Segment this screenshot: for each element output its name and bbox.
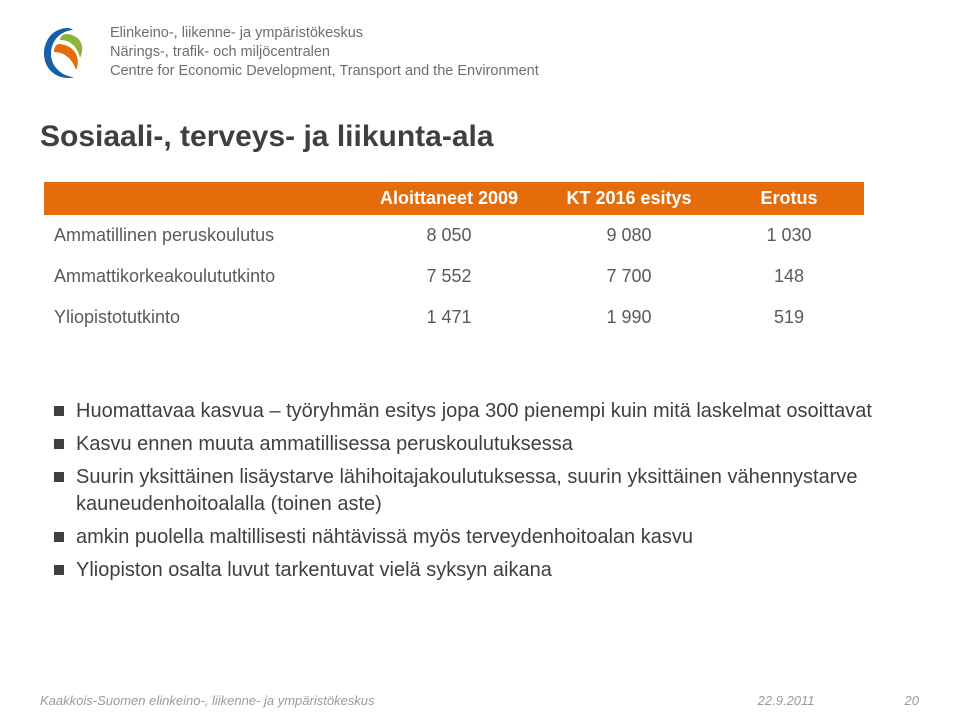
col-kt2016: KT 2016 esitys (544, 182, 714, 215)
bullet-item: Yliopiston osalta luvut tarkentuvat viel… (54, 557, 919, 584)
data-table: Aloittaneet 2009 KT 2016 esitys Erotus A… (44, 182, 864, 338)
footer-date: 22.9.2011 (758, 693, 815, 708)
table-row: Ammattikorkeakoulututkinto 7 552 7 700 1… (44, 256, 864, 297)
cell: 1 471 (354, 297, 544, 338)
org-line-2: Närings-, trafik- och miljöcentralen (110, 43, 539, 61)
cell: 519 (714, 297, 864, 338)
row-label: Ammatillinen peruskoulutus (44, 215, 354, 256)
footer-page: 20 (905, 693, 919, 708)
slide-header: Elinkeino-, liikenne- ja ympäristökeskus… (40, 24, 919, 80)
slide-page: Elinkeino-, liikenne- ja ympäristökeskus… (0, 0, 959, 718)
cell: 7 700 (544, 256, 714, 297)
bullet-item: Kasvu ennen muuta ammatillisessa perusko… (54, 431, 919, 458)
table-row: Yliopistotutkinto 1 471 1 990 519 (44, 297, 864, 338)
org-logo-icon (40, 24, 96, 80)
table-row: Ammatillinen peruskoulutus 8 050 9 080 1… (44, 215, 864, 256)
bullet-item: amkin puolella maltillisesti nähtävissä … (54, 524, 919, 551)
cell: 8 050 (354, 215, 544, 256)
cell: 1 990 (544, 297, 714, 338)
row-label: Yliopistotutkinto (44, 297, 354, 338)
bullet-item: Suurin yksittäinen lisäystarve lähihoita… (54, 464, 919, 518)
col-erotus: Erotus (714, 182, 864, 215)
cell: 1 030 (714, 215, 864, 256)
row-label: Ammattikorkeakoulututkinto (44, 256, 354, 297)
org-line-1: Elinkeino-, liikenne- ja ympäristökeskus (110, 24, 539, 42)
cell: 9 080 (544, 215, 714, 256)
page-title: Sosiaali-, terveys- ja liikunta-ala (40, 120, 919, 154)
col-aloittaneet: Aloittaneet 2009 (354, 182, 544, 215)
org-name-block: Elinkeino-, liikenne- ja ympäristökeskus… (110, 24, 539, 80)
footer-left: Kaakkois-Suomen elinkeino-, liikenne- ja… (40, 693, 375, 708)
col-blank (44, 182, 354, 215)
bullet-list: Huomattavaa kasvua – työryhmän esitys jo… (54, 398, 919, 584)
table-header-row: Aloittaneet 2009 KT 2016 esitys Erotus (44, 182, 864, 215)
cell: 148 (714, 256, 864, 297)
slide-footer: Kaakkois-Suomen elinkeino-, liikenne- ja… (40, 693, 919, 708)
bullet-item: Huomattavaa kasvua – työryhmän esitys jo… (54, 398, 919, 425)
cell: 7 552 (354, 256, 544, 297)
org-line-3: Centre for Economic Development, Transpo… (110, 62, 539, 80)
